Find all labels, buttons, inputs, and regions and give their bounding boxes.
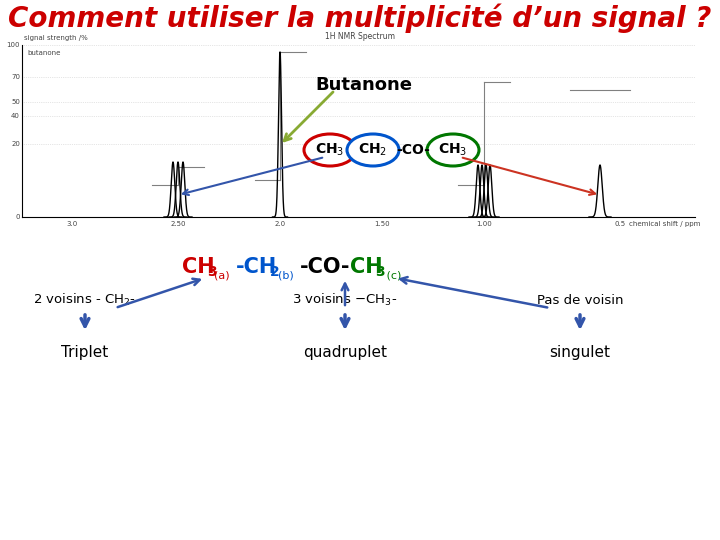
Text: Pas de voisin: Pas de voisin xyxy=(536,294,624,307)
Text: signal strength /%: signal strength /% xyxy=(24,35,88,41)
Text: CH$_3$: CH$_3$ xyxy=(315,142,345,158)
Text: 2.50: 2.50 xyxy=(170,221,186,227)
Text: Comment utiliser la multiplicité d’un signal ?: Comment utiliser la multiplicité d’un si… xyxy=(9,3,711,33)
Text: 3: 3 xyxy=(207,265,217,279)
Text: 1.50: 1.50 xyxy=(374,221,390,227)
Text: butanone: butanone xyxy=(27,50,60,56)
Text: -CO-: -CO- xyxy=(396,143,430,157)
Text: 50: 50 xyxy=(11,99,20,105)
Text: 2 voisins - CH$_2$-: 2 voisins - CH$_2$- xyxy=(33,292,137,308)
Text: (c): (c) xyxy=(383,270,401,280)
Text: Triplet: Triplet xyxy=(61,345,109,360)
Text: singulet: singulet xyxy=(549,345,611,360)
Text: Butanone: Butanone xyxy=(315,76,412,94)
Text: 0.5: 0.5 xyxy=(614,221,626,227)
Text: 100: 100 xyxy=(6,42,20,48)
Text: -CO-: -CO- xyxy=(300,257,351,277)
Text: CH: CH xyxy=(350,257,382,277)
Ellipse shape xyxy=(304,134,356,166)
Text: 1H NMR Spectrum: 1H NMR Spectrum xyxy=(325,32,395,41)
Text: 2: 2 xyxy=(270,265,280,279)
Text: quadruplet: quadruplet xyxy=(303,345,387,360)
Text: 2.0: 2.0 xyxy=(274,221,286,227)
Ellipse shape xyxy=(427,134,479,166)
Text: 3 voisins $-$CH$_3$-: 3 voisins $-$CH$_3$- xyxy=(292,292,397,308)
Text: 3: 3 xyxy=(375,265,384,279)
Text: 40: 40 xyxy=(11,113,20,119)
Text: CH$_3$: CH$_3$ xyxy=(438,142,468,158)
Text: 1.00: 1.00 xyxy=(476,221,492,227)
Text: CH$_2$: CH$_2$ xyxy=(359,142,387,158)
Text: 20: 20 xyxy=(11,141,20,147)
Text: 3.0: 3.0 xyxy=(66,221,78,227)
Ellipse shape xyxy=(347,134,399,166)
Text: chemical shift / ppm: chemical shift / ppm xyxy=(629,221,700,227)
Text: 0: 0 xyxy=(16,214,20,220)
Bar xyxy=(22,45,695,255)
Text: (a): (a) xyxy=(214,270,230,280)
Text: CH: CH xyxy=(182,257,215,277)
Text: -CH: -CH xyxy=(236,257,277,277)
Text: 70: 70 xyxy=(11,74,20,80)
Text: (b): (b) xyxy=(278,270,294,280)
